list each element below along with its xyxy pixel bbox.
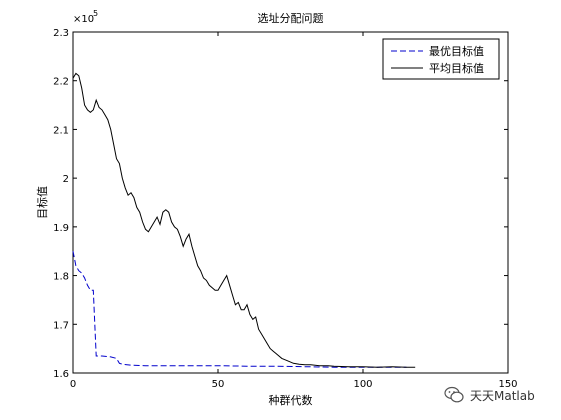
series-line-best (72, 251, 407, 368)
y-tick-label: 1.6 (53, 369, 69, 380)
axes-box (72, 31, 509, 374)
y-multiplier-exponent: 5 (93, 9, 98, 18)
y-tick-label: 1.7 (53, 320, 69, 331)
watermark: 天天Matlab (444, 386, 535, 404)
plot-area: 0 50 100 150 1.6 1.7 1.8 1.9 2 2.1 2.2 2.3 (53, 28, 517, 390)
x-tick-label: 50 (212, 379, 225, 390)
y-multiplier-base: ×10 (73, 14, 94, 25)
y-axis-label: 目标值 (35, 186, 49, 219)
x-tick-label: 0 (70, 379, 76, 390)
y-axis-multiplier: ×10 5 (73, 9, 98, 25)
chart-title: 选址分配问题 (258, 11, 324, 25)
x-tick-label: 150 (498, 379, 517, 390)
series-line-average (72, 72, 416, 368)
x-axis-label: 种群代数 (269, 393, 313, 407)
y-tick-label: 2 (63, 174, 69, 185)
legend-box (382, 38, 500, 80)
y-tick-label: 1.9 (53, 223, 69, 234)
y-tick-label: 2.2 (53, 77, 69, 88)
x-tick-label: 100 (353, 379, 372, 390)
watermark-text: 天天Matlab (470, 388, 535, 403)
y-tick-label: 1.8 (53, 272, 69, 283)
legend-entry: 最优目标值 (429, 44, 484, 58)
legend-entry: 平均目标值 (429, 61, 484, 75)
y-tick-label: 2.3 (53, 28, 69, 39)
wechat-icon (444, 386, 464, 403)
y-tick-label: 2.1 (53, 125, 69, 136)
